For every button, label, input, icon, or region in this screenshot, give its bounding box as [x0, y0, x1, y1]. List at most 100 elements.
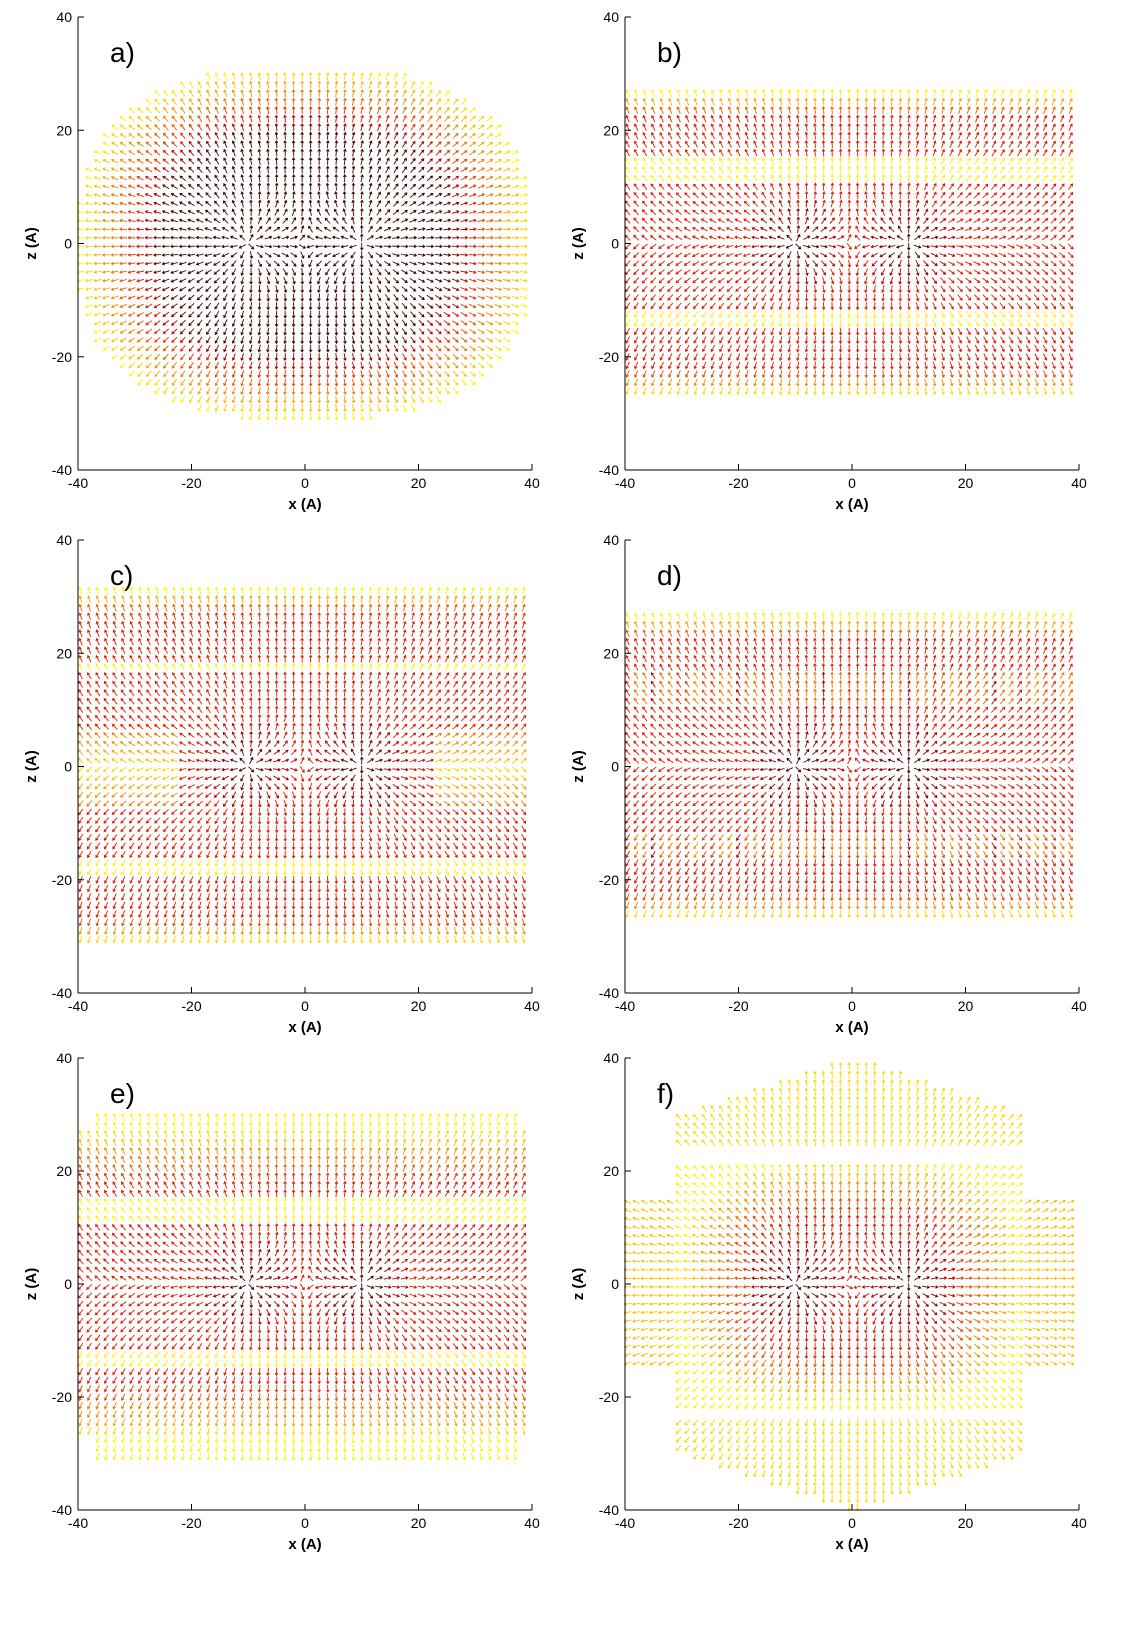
vector-field [78, 1155, 526, 1410]
vector-field [77, 757, 527, 782]
x-tick-label: 40 [1071, 475, 1087, 491]
vector-field [153, 131, 452, 362]
vector-field [144, 114, 469, 370]
vector-field [624, 114, 1074, 370]
vector-field [676, 671, 1057, 859]
vector-field [625, 611, 1073, 621]
x-tick-label: 40 [524, 475, 540, 491]
vector-field [751, 199, 956, 294]
panel: -40 -20 0 20 40 -40 -20 0 20 40 x (A) z (A) e) [23, 1050, 540, 1553]
x-axis-label: x (A) [835, 1019, 868, 1036]
y-tick-label: -20 [52, 1389, 72, 1405]
vector-field [759, 730, 939, 800]
vector-field [675, 1062, 1024, 1512]
y-tick-label: 0 [611, 759, 619, 775]
x-tick-label: -20 [181, 1515, 201, 1531]
vector-field [785, 1273, 922, 1292]
vector-field [776, 747, 931, 791]
y-tick-label: 0 [64, 1276, 72, 1292]
vector-field [238, 756, 375, 774]
vector-field [78, 1138, 526, 1147]
x-tick-label: 40 [1071, 1515, 1087, 1531]
x-tick-label: 0 [301, 1515, 309, 1531]
x-axis-label: x (A) [835, 496, 868, 513]
y-tick-label: -20 [599, 872, 619, 888]
vector-field [650, 671, 997, 859]
vector-field [135, 114, 477, 379]
vector-field [77, 1180, 527, 1385]
vector-field [118, 97, 494, 387]
panel-label: b) [657, 37, 682, 68]
vector-field [77, 740, 527, 936]
x-axis-label: x (A) [288, 1536, 321, 1553]
vector-field [674, 1164, 1024, 1410]
y-tick-label: 20 [56, 1163, 72, 1179]
vector-field [93, 80, 520, 413]
y-tick-label: -40 [52, 462, 72, 478]
vector-field [625, 88, 1073, 328]
y-tick-label: 20 [603, 1163, 619, 1179]
x-tick-label: 0 [301, 998, 309, 1014]
vector-field [78, 620, 527, 919]
y-tick-label: 20 [603, 122, 619, 138]
vector-field [625, 671, 1073, 910]
x-tick-label: 0 [848, 475, 856, 491]
y-tick-label: 20 [56, 645, 72, 661]
vector-field [623, 1172, 1075, 1393]
vector-field [78, 918, 526, 927]
x-tick-label: 20 [411, 475, 427, 491]
vector-field [78, 586, 526, 876]
vector-field [78, 603, 526, 612]
vector-field [78, 1146, 526, 1419]
y-tick-label: -40 [599, 462, 619, 478]
vector-field [725, 1197, 982, 1377]
x-tick-label: -40 [615, 998, 635, 1014]
x-tick-label: 0 [848, 998, 856, 1014]
vector-field [776, 224, 931, 268]
y-tick-label: 0 [611, 1276, 619, 1292]
vector-field [101, 89, 503, 395]
vector-field [785, 233, 922, 251]
vector-field [78, 1418, 526, 1427]
y-axis-label: z (A) [570, 750, 587, 783]
x-tick-label: -20 [728, 475, 748, 491]
vector-field [633, 671, 1065, 859]
x-tick-label: 20 [958, 475, 974, 491]
vector-field [118, 106, 486, 387]
vector-field [77, 766, 527, 944]
panel-label: f) [657, 1078, 674, 1109]
x-tick-label: -40 [68, 998, 88, 1014]
x-tick-label: 40 [1071, 998, 1087, 1014]
x-axis-label: x (A) [288, 1019, 321, 1036]
x-tick-label: -20 [181, 475, 201, 491]
panel: -40 -20 0 20 40 -40 -20 0 20 40 x (A) z (A) f) [570, 1050, 1087, 1553]
vector-field [625, 671, 1073, 902]
y-tick-label: 40 [603, 532, 619, 548]
vector-field [127, 105, 477, 379]
vector-field [77, 595, 527, 790]
vector-field [78, 1163, 526, 1172]
panel-label: a) [110, 37, 135, 68]
x-tick-label: 0 [301, 475, 309, 491]
y-axis-label: z (A) [23, 227, 40, 260]
y-tick-label: 40 [56, 9, 72, 25]
x-tick-label: -40 [68, 475, 88, 491]
vector-field [76, 72, 528, 421]
x-tick-label: 40 [524, 998, 540, 1014]
y-tick-label: -20 [599, 349, 619, 365]
y-tick-label: 0 [611, 236, 619, 252]
vector-field [204, 1240, 409, 1334]
vector-field [751, 1214, 956, 1360]
x-tick-label: -40 [615, 475, 635, 491]
x-tick-label: -40 [615, 1515, 635, 1531]
vector-field [700, 1180, 1007, 1393]
vector-field [751, 1240, 956, 1334]
x-tick-label: -20 [181, 998, 201, 1014]
x-tick-label: 20 [411, 1515, 427, 1531]
x-axis-label: x (A) [288, 496, 321, 513]
x-tick-label: 40 [524, 1515, 540, 1531]
x-tick-label: -20 [728, 998, 748, 1014]
vector-field [238, 1273, 375, 1292]
vector-field [625, 620, 1073, 629]
